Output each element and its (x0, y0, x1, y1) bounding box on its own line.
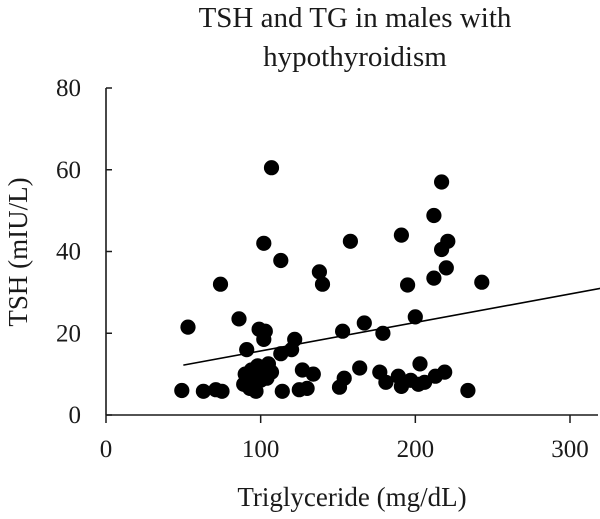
data-point (400, 277, 416, 293)
y-tick-label: 20 (56, 320, 81, 347)
data-point (174, 382, 190, 399)
trendline-group (183, 287, 600, 366)
data-point (438, 260, 454, 276)
y-axis-ticks: 0 20 40 60 80 (56, 75, 112, 429)
data-point (356, 315, 372, 331)
y-tick-label: 60 (56, 157, 81, 184)
data-point (311, 264, 327, 280)
data-point (314, 276, 331, 292)
x-tick-label: 300 (551, 436, 589, 463)
data-point (412, 356, 428, 372)
chart-title-line-2: hypothyroidism (263, 41, 447, 73)
data-point (305, 366, 321, 382)
data-point (263, 364, 280, 380)
data-point (212, 276, 229, 292)
y-tick-label: 80 (56, 75, 81, 102)
data-point (336, 370, 352, 386)
data-point (352, 360, 368, 376)
axes (105, 88, 598, 416)
chart-title-line-1: TSH and TG in males with (199, 2, 512, 34)
x-tick-label: 100 (242, 436, 280, 463)
data-point (195, 383, 211, 399)
data-point (426, 207, 442, 224)
trendline (183, 287, 600, 366)
data-point (434, 174, 450, 190)
data-point (299, 380, 315, 396)
data-point (474, 274, 490, 290)
data-point (393, 227, 409, 243)
data-point (256, 235, 272, 251)
y-axis-label: TSH (mIU/L) (3, 177, 33, 326)
data-point (263, 160, 280, 176)
data-point (180, 319, 196, 335)
x-axis-label: Triglyceride (mg/dL) (237, 482, 466, 512)
x-tick-label: 0 (100, 436, 113, 463)
data-point (440, 233, 456, 249)
data-point (274, 383, 290, 399)
data-point (426, 270, 442, 286)
data-point (257, 323, 273, 339)
data-point (460, 382, 476, 399)
x-axis-ticks: 0 100 200 300 (100, 415, 589, 463)
x-tick-label: 200 (397, 436, 435, 463)
data-point (407, 309, 423, 325)
data-point (214, 383, 230, 399)
data-point (273, 252, 289, 269)
data-point (378, 374, 394, 390)
y-tick-label: 0 (69, 402, 82, 429)
data-point (342, 233, 358, 249)
data-point (231, 311, 247, 327)
scatter-points (174, 160, 490, 399)
data-point (437, 364, 453, 380)
y-tick-label: 40 (56, 239, 81, 266)
